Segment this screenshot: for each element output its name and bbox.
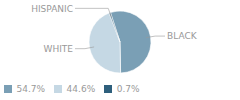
svg-text:WHITE: WHITE (43, 44, 73, 54)
html-text:44.6%: 44.6% (66, 84, 96, 94)
html-text:54.7%: 54.7% (16, 84, 46, 94)
svg-text:BLACK: BLACK (167, 31, 198, 41)
svg-text:HISPANIC: HISPANIC (31, 3, 73, 13)
html-text:0.7%: 0.7% (116, 84, 140, 94)
